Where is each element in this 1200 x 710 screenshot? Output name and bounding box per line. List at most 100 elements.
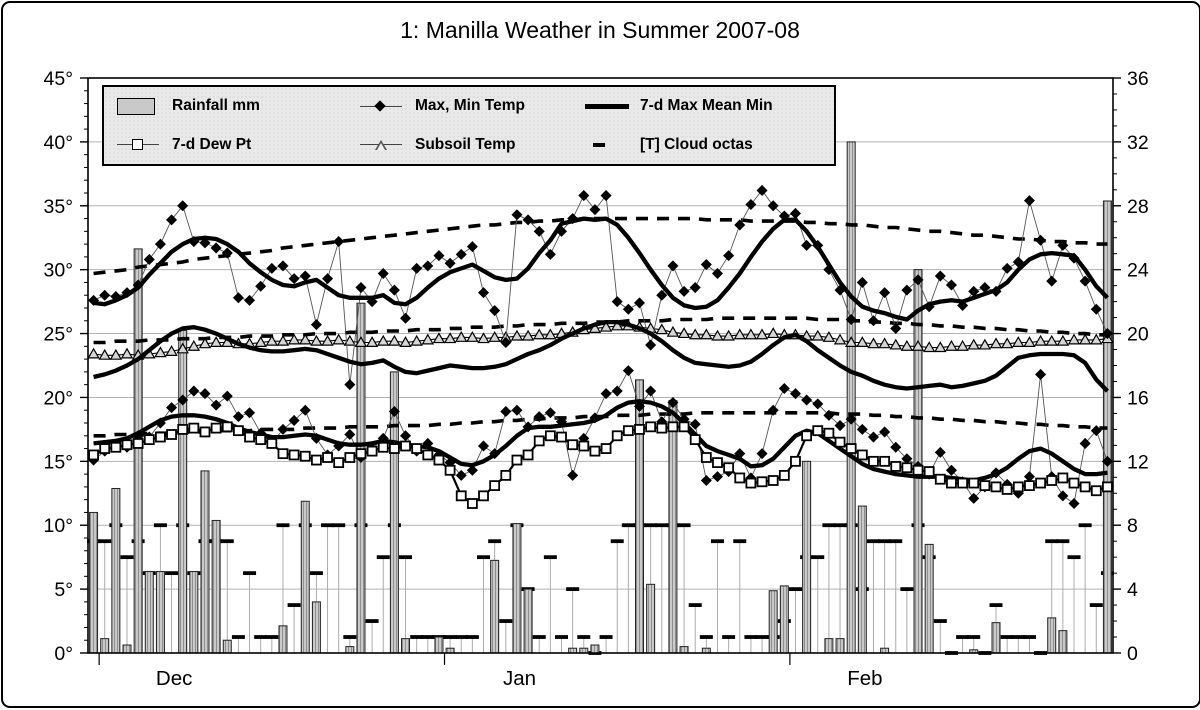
dew-point-square-marker bbox=[455, 490, 467, 502]
dew-point-square-marker bbox=[589, 445, 601, 457]
temp-diamond-marker bbox=[210, 242, 222, 254]
cloud-octas-dash bbox=[1089, 603, 1103, 607]
temp-diamond-marker bbox=[221, 390, 233, 402]
temp-diamond-marker bbox=[533, 225, 545, 237]
legend: Rainfall mm Max, Min Temp 7-d Max Mean M… bbox=[102, 85, 836, 166]
cloud-octas-dash bbox=[499, 619, 513, 623]
dew-point-square-marker bbox=[1090, 485, 1102, 497]
dew-point-square-marker bbox=[667, 421, 679, 433]
subsoil-triangle-marker bbox=[544, 328, 557, 340]
temp-diamond-marker bbox=[901, 453, 913, 465]
subsoil-triangle-marker bbox=[822, 330, 836, 342]
rainfall-bar bbox=[345, 646, 355, 654]
temp-diamond-marker bbox=[901, 284, 913, 296]
temp-diamond-marker bbox=[845, 313, 857, 326]
right-axis-tick-label: 4 bbox=[1127, 579, 1138, 601]
subsoil-triangle-marker bbox=[677, 327, 691, 339]
normal-temp-curves bbox=[93, 216, 1108, 438]
subsoil-triangle-marker bbox=[343, 334, 357, 346]
temp-diamond-marker bbox=[1023, 471, 1035, 483]
subsoil-triangle-marker bbox=[455, 330, 468, 342]
cloud-octas-dash bbox=[555, 635, 569, 639]
cloud-octas-dash bbox=[287, 603, 301, 607]
temp-diamond-marker bbox=[1035, 234, 1047, 246]
dew-point-square-marker bbox=[244, 431, 255, 443]
dew-point-square-marker bbox=[533, 435, 545, 447]
dew-point-square-marker bbox=[901, 462, 913, 474]
cloud-octas-dash bbox=[933, 619, 947, 623]
temp-diamond-marker bbox=[890, 322, 902, 334]
dew-point-square-marker bbox=[210, 422, 222, 434]
subsoil-triangle-marker bbox=[154, 346, 167, 358]
dew-point-square-marker bbox=[478, 490, 489, 502]
temp-diamond-marker bbox=[244, 294, 256, 306]
cloud-octas-dash bbox=[956, 635, 970, 639]
rainfall-bar bbox=[512, 523, 522, 654]
temp-diamond-marker bbox=[979, 282, 991, 294]
cloud-octas-dash bbox=[98, 539, 112, 544]
cloud-octas-dash bbox=[376, 555, 390, 560]
subsoil-triangle-marker bbox=[688, 328, 702, 340]
legend-item-cloud-octas: [T] Cloud octas bbox=[585, 136, 835, 154]
temp-diamond-marker bbox=[478, 440, 490, 452]
rainfall-bar bbox=[434, 636, 444, 654]
dew-point-square-marker bbox=[1001, 484, 1013, 495]
temp-diamond-marker bbox=[578, 190, 590, 202]
temp-diamond-marker bbox=[867, 315, 879, 327]
temp-diamond-marker bbox=[711, 471, 723, 483]
cloud-octas-dash bbox=[153, 523, 167, 528]
temp-diamond-marker bbox=[812, 398, 824, 410]
temp-diamond-marker bbox=[355, 282, 367, 294]
temp-diamond-marker bbox=[1001, 262, 1013, 274]
temp-diamond-marker bbox=[166, 214, 178, 226]
temp-diamond-marker bbox=[645, 339, 657, 351]
temp-diamond-marker bbox=[232, 411, 244, 423]
temp-diamond-marker bbox=[266, 262, 278, 274]
cloud-octas-dash bbox=[610, 539, 624, 544]
dew-point-square-marker bbox=[912, 464, 924, 476]
temp-diamond-marker bbox=[700, 259, 712, 271]
month-label: Feb bbox=[847, 667, 882, 690]
subsoil-triangle-marker bbox=[1000, 337, 1014, 349]
temp-diamond-marker bbox=[444, 257, 456, 269]
temp-diamond-marker bbox=[645, 385, 657, 397]
dew-point-square-marker bbox=[1057, 472, 1069, 484]
cloud-octas-dash bbox=[1078, 523, 1092, 528]
subsoil-triangle-marker bbox=[109, 348, 123, 360]
cloud-octas-dash bbox=[309, 571, 323, 576]
temp-diamond-marker bbox=[455, 248, 467, 260]
dew-point-square-marker bbox=[801, 430, 813, 442]
axes: 45° 40° 35° 30° 25° 20° 15° 10° 5° 0° 36 32 28 24 20 16… bbox=[44, 68, 1149, 690]
temp-diamond-marker bbox=[500, 405, 512, 418]
rainfall-bar bbox=[300, 500, 310, 654]
subsoil-triangle-marker bbox=[120, 347, 134, 359]
right-axis-tick-label: 20 bbox=[1127, 324, 1149, 346]
cloud-octas-dash bbox=[1011, 635, 1025, 639]
subsoil-triangle-marker bbox=[510, 329, 524, 341]
dew-point-square-marker bbox=[422, 449, 434, 461]
cloud-octas-dash bbox=[733, 539, 747, 544]
dew-point-square-marker bbox=[255, 434, 267, 446]
dew-point-square-marker bbox=[511, 454, 523, 466]
temp-diamond-marker bbox=[388, 284, 400, 296]
dew-point-square-marker bbox=[622, 425, 634, 437]
temp-diamond-marker bbox=[1101, 328, 1113, 340]
temp-diamond-marker bbox=[667, 260, 679, 272]
cloud-octas-dash bbox=[231, 635, 245, 639]
dew-point-square-marker bbox=[845, 443, 857, 454]
cloud-octas-dash bbox=[165, 571, 179, 576]
temp-diamond-marker bbox=[143, 253, 155, 265]
subsoil-triangle-marker bbox=[466, 330, 479, 342]
subsoil-triangle-marker bbox=[410, 334, 423, 346]
dew-point-square-marker bbox=[132, 438, 144, 449]
rainfall-bar bbox=[211, 519, 221, 654]
subsoil-triangle-marker bbox=[310, 334, 323, 346]
cloud-octas-dash bbox=[900, 587, 914, 592]
dew-point-square-marker bbox=[700, 452, 712, 463]
cloud-octas-dash bbox=[421, 635, 435, 639]
temp-diamond-marker bbox=[1090, 303, 1102, 315]
cloud-octas-dash bbox=[811, 555, 825, 560]
dew-point-square-marker bbox=[767, 475, 779, 486]
right-axis-tick-label: 24 bbox=[1127, 260, 1149, 282]
